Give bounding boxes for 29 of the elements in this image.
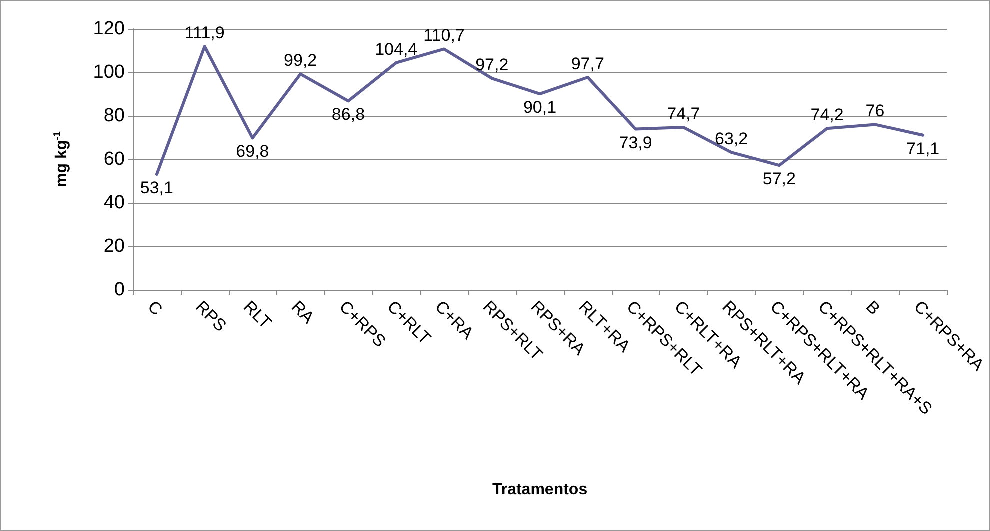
y-tick-label: 60 xyxy=(104,149,125,170)
data-label: 73,9 xyxy=(619,133,652,152)
y-tick-label: 80 xyxy=(104,106,125,126)
x-tick-label: RA xyxy=(288,297,318,328)
data-label: 63,2 xyxy=(715,130,748,149)
y-tick-label: 40 xyxy=(104,192,125,214)
y-tick-label: 120 xyxy=(93,18,125,40)
y-tick-label: 20 xyxy=(104,236,125,257)
data-label: 74,2 xyxy=(810,106,844,125)
data-label: 86,8 xyxy=(332,105,366,124)
data-label: 69,8 xyxy=(236,142,270,162)
data-label: 104,4 xyxy=(375,40,418,59)
x-axis-title: Tratamentos xyxy=(492,482,588,498)
data-label: 99,2 xyxy=(284,51,318,70)
data-label: 90,1 xyxy=(523,98,557,118)
data-label: 74,7 xyxy=(667,104,700,124)
y-tick-label: 100 xyxy=(93,62,125,83)
data-label: 97,7 xyxy=(571,54,604,74)
data-label: 111,9 xyxy=(184,24,225,43)
data-label: 71,1 xyxy=(906,139,940,158)
data-label: 57,2 xyxy=(762,170,796,189)
data-label: 76 xyxy=(866,102,885,121)
data-label: 53,1 xyxy=(140,178,174,198)
y-axis-title: mg kg-1 xyxy=(52,131,70,188)
x-tick-label: C xyxy=(144,297,166,320)
x-tick-label: RLT xyxy=(240,297,276,333)
y-tick-label: 0 xyxy=(114,280,125,300)
data-label: 110,7 xyxy=(424,26,465,46)
data-label: 97,2 xyxy=(476,56,509,75)
